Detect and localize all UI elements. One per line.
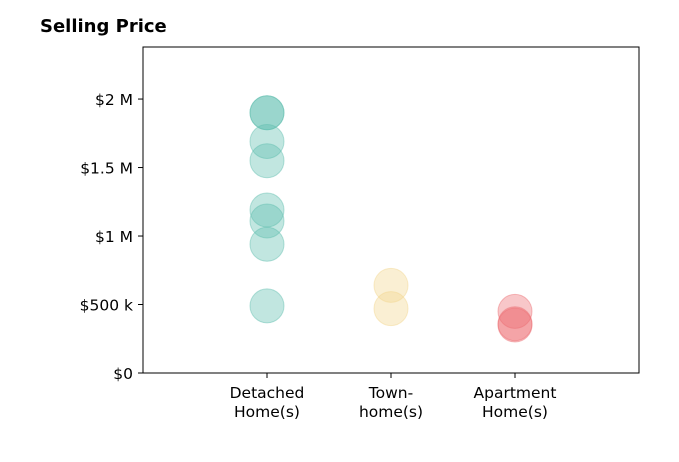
data-point bbox=[373, 267, 409, 303]
x-tick-label: Home(s) bbox=[482, 403, 548, 421]
data-point bbox=[249, 95, 285, 131]
y-tick-label: $0 bbox=[113, 365, 133, 383]
points-layer bbox=[249, 95, 533, 343]
data-point bbox=[249, 143, 285, 179]
data-point bbox=[249, 288, 285, 324]
y-tick-label: $2 M bbox=[95, 91, 133, 109]
x-tick-label: Home(s) bbox=[234, 403, 300, 421]
data-point bbox=[249, 226, 285, 262]
chart-title: Selling Price bbox=[40, 16, 167, 37]
x-tick-label: Town- bbox=[368, 384, 413, 402]
data-point bbox=[497, 306, 533, 342]
x-axis: DetachedHome(s)Town-home(s)ApartmentHome… bbox=[230, 373, 557, 421]
data-point bbox=[497, 307, 533, 343]
x-tick-label: home(s) bbox=[359, 403, 423, 421]
data-point bbox=[497, 293, 533, 329]
data-point bbox=[373, 291, 409, 327]
data-point bbox=[249, 203, 285, 239]
data-point bbox=[249, 124, 285, 160]
y-tick-label: $1.5 M bbox=[80, 160, 133, 178]
x-tick-label: Detached bbox=[230, 384, 305, 402]
y-tick-label: $500 k bbox=[80, 297, 133, 315]
x-tick-label: Apartment bbox=[474, 384, 557, 402]
y-axis: $0 $500 k $1 M $1.5 M $2 M bbox=[80, 91, 143, 383]
data-point bbox=[249, 192, 285, 228]
data-point bbox=[249, 95, 285, 131]
y-tick-label: $1 M bbox=[95, 228, 133, 246]
